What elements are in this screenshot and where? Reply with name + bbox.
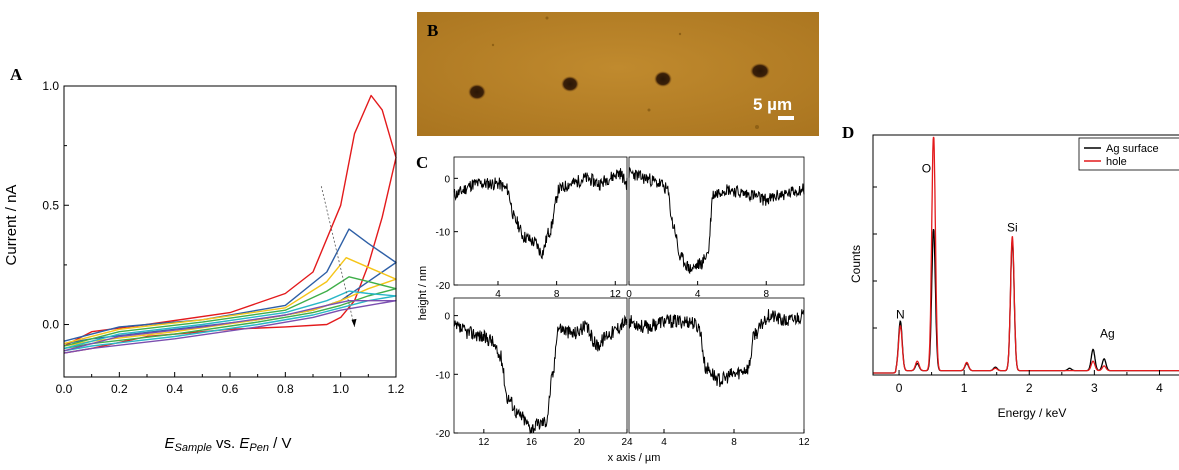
cv-x-tick-label: 1.2	[388, 382, 405, 396]
edx-legend-label: hole	[1106, 156, 1127, 168]
afm-speck	[647, 108, 651, 112]
edx-series-line	[873, 136, 1179, 374]
trend-arrow-line	[320, 186, 355, 328]
height-x-tick-label: 8	[731, 437, 737, 448]
edx-x-axis-label: Energy / keV	[998, 406, 1067, 420]
cv-y-tick-label: 1.0	[42, 79, 59, 93]
cv-x-tick-label: 0.2	[111, 382, 128, 396]
height-x-tick-label: 4	[695, 289, 701, 300]
height-profile-line	[628, 309, 805, 388]
edx-peak-label: Si	[1007, 220, 1018, 234]
height-x-tick-label: 20	[574, 437, 586, 448]
cv-series-group	[63, 94, 397, 354]
cv-y-axis-label: Current / nA	[3, 185, 20, 266]
height-y-tick-label: -20	[436, 281, 451, 292]
cv-x-tick-label: 0.0	[56, 382, 73, 396]
panel-letter-b: B	[427, 21, 438, 40]
edx-y-axis-label: Counts	[849, 245, 863, 283]
height-y-axis-label: height / nm	[417, 266, 429, 320]
cv-x-tick-label: 0.6	[222, 382, 239, 396]
cv-series-line	[63, 300, 397, 354]
edx-x-tick-label: 1	[961, 381, 968, 395]
height-profile-line	[453, 314, 628, 435]
height-profile-subplots: 4 8 12 0 -10 -20 0 4 8 12 16 20 24 0 -10 -20 4 8 12	[436, 156, 810, 448]
afm-speck	[545, 16, 549, 20]
edx-series-group	[873, 136, 1179, 374]
edx-peak-labels: N O Si Ag	[896, 161, 1115, 340]
height-y-tick-label: -10	[436, 370, 451, 381]
height-profile-line	[453, 168, 628, 260]
height-subplot-frame	[453, 297, 628, 434]
height-subplot-frame	[628, 297, 805, 434]
edx-series-line	[873, 228, 1179, 374]
height-x-tick-label: 24	[621, 437, 633, 448]
cv-x-tick-label: 0.8	[277, 382, 294, 396]
afm-hole	[654, 71, 672, 87]
edx-x-tick-label: 2	[1026, 381, 1033, 395]
cv-x-tick-label: 1.0	[332, 382, 349, 396]
edx-x-tick-label: 0	[896, 381, 903, 395]
edx-ticks: 0 1 2 3 4	[873, 186, 1163, 395]
height-x-tick-label: 8	[554, 289, 560, 300]
height-x-tick-label: 12	[478, 437, 490, 448]
afm-hole	[468, 84, 486, 100]
height-x-tick-label: 0	[626, 289, 632, 300]
edx-plot-frame	[872, 134, 1179, 376]
cv-y-tick-label: 0.5	[42, 198, 59, 212]
height-subplot-frame	[453, 156, 628, 286]
cv-ticks: 0.0 0.2 0.4 0.6 0.8 1.0 1.2 0.0 0.5 1.0	[42, 79, 404, 396]
height-x-tick-label: 12	[798, 437, 810, 448]
height-x-tick-label: 4	[661, 437, 667, 448]
height-x-tick-label: 4	[495, 289, 501, 300]
afm-speck	[491, 43, 495, 47]
height-y-tick-label: -10	[436, 228, 451, 239]
height-x-axis-label: x axis / µm	[608, 452, 661, 464]
cv-chart: 0.0 0.2 0.4 0.6 0.8 1.0 1.2 0.0 0.5 1.0 Current /…	[3, 79, 405, 454]
edx-legend-box	[1078, 137, 1179, 171]
height-profile-line	[628, 167, 805, 275]
afm-speck	[678, 32, 682, 36]
afm-hole	[750, 63, 770, 79]
afm-hole	[561, 76, 579, 92]
height-x-tick-label: 12	[610, 289, 622, 300]
cv-y-tick-label: 0.0	[42, 318, 59, 332]
afm-image: B 5 µm	[417, 12, 819, 136]
trend-arrow-head	[351, 318, 357, 327]
cv-x-axis-label: ESample vs. EPen / V	[165, 435, 292, 454]
edx-peak-label: O	[922, 161, 931, 175]
scale-bar	[778, 116, 794, 120]
edx-peak-label: Ag	[1100, 327, 1115, 341]
cv-series-line	[63, 290, 397, 352]
edx-peak-label: N	[896, 308, 905, 322]
cv-x-tick-label: 0.4	[166, 382, 183, 396]
height-x-tick-label: 16	[526, 437, 538, 448]
height-y-tick-label: 0	[444, 312, 450, 323]
height-y-tick-label: 0	[444, 174, 450, 185]
edx-x-tick-label: 3	[1091, 381, 1098, 395]
scale-bar-label: 5 µm	[753, 95, 792, 114]
height-profile-chart: 4 8 12 0 -10 -20 0 4 8 12 16 20 24 0 -10 -20 4 8 12 height…	[417, 156, 810, 464]
afm-speck	[755, 125, 759, 129]
edx-x-tick-label: 4	[1156, 381, 1163, 395]
edx-legend-label: Ag surface	[1106, 143, 1159, 155]
height-subplot-frame	[628, 156, 805, 286]
height-x-tick-label: 8	[763, 289, 769, 300]
height-y-tick-label: -20	[436, 429, 451, 440]
